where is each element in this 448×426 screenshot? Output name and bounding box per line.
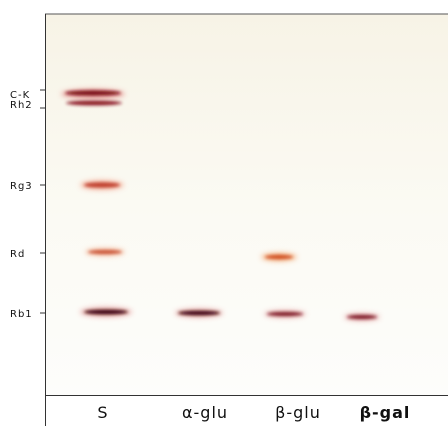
lane-label: β-glu	[275, 403, 321, 422]
tlc-plate	[45, 14, 448, 395]
spot-label: Rd	[10, 249, 25, 260]
spot-label: C-K	[10, 90, 30, 101]
lane-label: α-glu	[182, 403, 228, 422]
spot-ticks	[40, 89, 45, 314]
lane-label: S	[97, 403, 108, 422]
spot-label: Rb1	[10, 309, 33, 320]
lane-label: β-gal	[360, 403, 411, 422]
spot-label: Rg3	[10, 181, 33, 192]
spot-label: Rh2	[10, 100, 33, 111]
bands	[61, 89, 380, 321]
